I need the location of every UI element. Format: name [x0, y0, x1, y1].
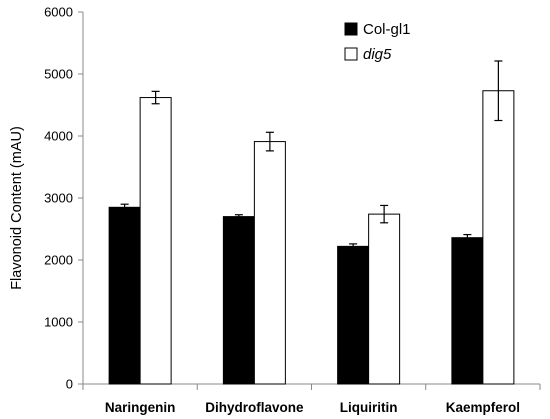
- bar-dig5: [253, 141, 286, 385]
- legend: Col-gl1 dig5: [344, 21, 411, 63]
- legend-swatch-dig5: [344, 47, 358, 61]
- bar-col-gl1: [451, 237, 484, 385]
- legend-swatch-col-gl1: [344, 22, 358, 36]
- legend-label-dig5: dig5: [363, 46, 392, 63]
- x-category-label: Naringenin: [105, 400, 176, 415]
- x-category-label: Dihydroflavone: [205, 400, 304, 415]
- bar-dig5: [139, 97, 172, 385]
- bar-col-gl1: [222, 216, 255, 385]
- y-tick-label: 2000: [44, 253, 73, 268]
- bar-col-gl1: [108, 206, 141, 385]
- bar-col-gl1: [337, 245, 370, 385]
- legend-label-col-gl1: Col-gl1: [363, 21, 411, 38]
- y-tick-label: 3000: [44, 191, 73, 206]
- y-tick-label: 6000: [44, 5, 73, 20]
- x-category-label: Kaempferol: [446, 400, 520, 415]
- bar-dig5: [368, 213, 401, 385]
- x-category-label: Liquiritin: [340, 400, 398, 415]
- y-tick-label: 4000: [44, 129, 73, 144]
- y-tick-label: 0: [66, 377, 73, 392]
- plot-area: 0 1000 2000 3000 4000 5000 6000 Naringenin Dihyd…: [44, 5, 541, 415]
- y-tick-label: 1000: [44, 315, 73, 330]
- bar-dig5: [482, 90, 515, 385]
- y-axis-label: Flavonoid Content (mAU): [9, 126, 25, 290]
- y-tick-label: 5000: [44, 67, 73, 82]
